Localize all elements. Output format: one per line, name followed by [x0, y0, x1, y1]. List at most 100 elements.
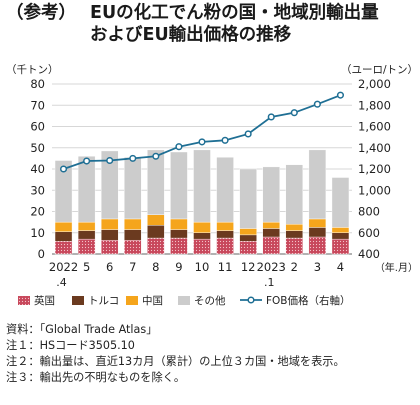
bar-segment [77, 156, 96, 223]
price-point [244, 130, 252, 138]
y-tick-label: 60 [30, 120, 45, 134]
bar-segment [147, 225, 165, 239]
price-point [221, 136, 229, 144]
bar-segment [54, 160, 73, 223]
bar-segment [239, 241, 257, 255]
bar-segment [170, 151, 188, 220]
x-tick-label: 2022 [49, 260, 78, 274]
bar-segment [170, 218, 188, 230]
chart-notes: 資料：「Global Trade Atlas」 注１：HSコード3505.10 … [6, 322, 416, 386]
source-note: 資料：「Global Trade Atlas」 [6, 323, 158, 336]
bar-segment [193, 238, 211, 255]
price-point [59, 165, 68, 173]
bar-segment [331, 238, 350, 255]
title-line-1: EUの化工でん粉の国・地域別輸出量 [90, 3, 379, 23]
price-point [313, 100, 321, 108]
note-3: 注３：輸出先の不明なものを除く。 [6, 371, 186, 384]
bar-segment [124, 229, 142, 241]
bar-segment [54, 241, 73, 255]
bar-segment [308, 149, 327, 220]
bar-segment [124, 239, 142, 255]
y-tick-label: 20 [30, 205, 45, 219]
note-1: 注１：HSコード3505.10 [6, 339, 135, 352]
y-tick-label: 30 [30, 183, 45, 197]
bar-segment [308, 236, 327, 255]
bar-segment [285, 237, 304, 255]
legend-label: その他 [194, 294, 226, 307]
bar-segment [100, 150, 119, 220]
bar-segment [54, 231, 73, 242]
bar-segment [216, 157, 234, 223]
bar-segment [285, 224, 304, 231]
bar-segment [262, 166, 280, 223]
y2-tick-label: 400 [358, 247, 380, 261]
bar-segment [77, 230, 96, 240]
legend-line-marker [247, 296, 255, 304]
bar-segment [147, 149, 165, 215]
price-point [336, 91, 345, 99]
bar-segment [308, 218, 327, 228]
price-point [106, 156, 114, 165]
bar-segment [147, 214, 165, 226]
x-tick-label: 2 [291, 260, 298, 274]
bar-segment [262, 221, 280, 229]
left-axis-unit: （千トン） [6, 64, 59, 76]
y2-tick-label: 600 [358, 226, 380, 240]
bar-segment [170, 237, 188, 255]
x-tick-label: 12 [241, 260, 256, 274]
x-axis-unit: （年.月） [375, 261, 418, 274]
y-tick-label: 40 [30, 162, 45, 176]
bar-segment [331, 232, 350, 240]
legend-swatch [126, 296, 138, 305]
y2-tick-label: 1,800 [358, 98, 391, 112]
bar-segment [239, 228, 257, 236]
x-tick-label: 6 [106, 260, 113, 274]
x-tick-label: 5 [83, 260, 90, 274]
legend-swatch [18, 296, 30, 305]
bar-segment [193, 232, 211, 240]
price-point [152, 152, 160, 160]
bar-segment [77, 221, 96, 231]
note-2: 注２：輸出量は、直近13カ月（累計）の上位３カ国・地域を表示。 [6, 355, 345, 368]
legend-swatch [178, 296, 190, 305]
price-point [175, 143, 183, 151]
bar-segment [331, 227, 350, 233]
right-axis-unit: （ユーロ/トン） [341, 64, 418, 76]
y-tick-label: 70 [30, 98, 45, 112]
legend-label: 中国 [142, 294, 163, 307]
bar-segment [100, 218, 119, 230]
y2-tick-label: 1,400 [358, 141, 391, 155]
title-line-2: およびEU輸出価格の推移 [90, 25, 292, 45]
title-tag: （参考） [6, 3, 76, 23]
x-tick-label: 11 [218, 260, 233, 274]
bar-segment [193, 221, 211, 233]
y-tick-label: 10 [30, 226, 45, 240]
bar-segment [239, 168, 257, 229]
y-tick-label: 0 [38, 247, 45, 261]
bar-segment [262, 228, 280, 238]
bar-segment [216, 237, 234, 255]
y-tick-label: 50 [30, 141, 45, 155]
y2-tick-label: 1,600 [358, 120, 391, 134]
x-tick-label: 3 [314, 260, 321, 274]
bar-segment [77, 238, 96, 255]
x-tick-label: 2023 [257, 260, 286, 274]
price-point [129, 154, 137, 162]
y2-tick-label: 1,000 [358, 183, 391, 197]
bar-segment [54, 221, 73, 232]
price-point [267, 113, 275, 121]
x-tick-label: 10 [195, 260, 210, 274]
bar-segment [216, 230, 234, 239]
stacked-bar-line-chart: 0 10 20 30 40 50 60 70 80 400 600 800 1,000 1,200 1,40… [6, 64, 418, 307]
price-point [198, 138, 206, 146]
bar-segment [216, 221, 234, 231]
bar-segment [239, 234, 257, 242]
y2-tick-label: 2,000 [358, 77, 391, 91]
x-tick-label: 7 [129, 260, 136, 274]
bar-segment [285, 164, 304, 225]
y-tick-label: 80 [30, 77, 45, 91]
y2-tick-label: 1,200 [358, 162, 391, 176]
bar-segment [100, 239, 119, 255]
legend-label: 英国 [34, 294, 55, 307]
y2-tick-label: 800 [358, 205, 380, 219]
